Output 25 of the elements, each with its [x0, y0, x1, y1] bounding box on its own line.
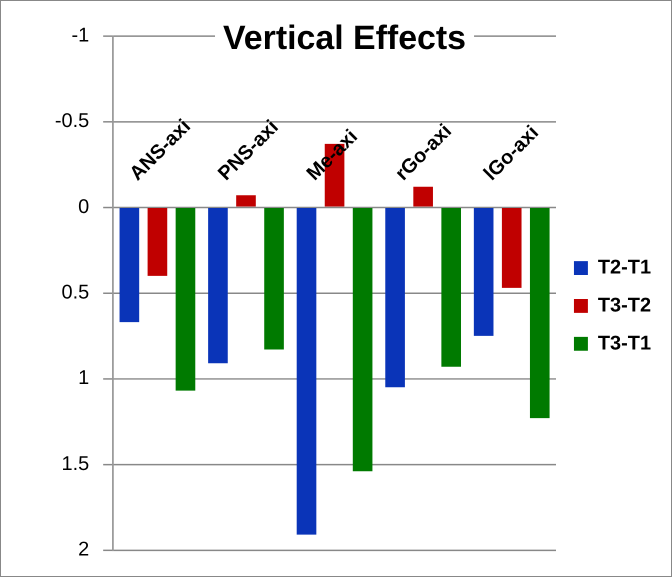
bar: [264, 208, 284, 350]
y-tick-label: 1: [78, 367, 90, 390]
bar: [441, 208, 462, 367]
bar: [148, 208, 168, 276]
bar: [413, 186, 433, 207]
bar: [176, 208, 196, 391]
bar: [236, 195, 256, 207]
legend-label: T2-T1: [598, 256, 652, 279]
y-tick-label: 0.5: [61, 281, 90, 304]
y-tick-label: -0.5: [54, 110, 90, 132]
bar: [385, 208, 405, 388]
chart-title: Vertical Effects: [223, 19, 466, 58]
bar: [208, 208, 228, 364]
bar: [530, 208, 550, 418]
y-tick-label: 2: [78, 538, 90, 561]
bar: [474, 208, 494, 336]
bar: [352, 208, 372, 472]
bar: [120, 208, 140, 322]
bar: [502, 208, 522, 288]
y-tick-label: -1: [71, 24, 90, 46]
y-tick-label: 1.5: [61, 452, 90, 475]
bar: [296, 208, 316, 535]
y-tick-label: 0: [78, 196, 90, 218]
legend-label: T3-T1: [598, 332, 652, 354]
legend-label: T3-T2: [598, 294, 652, 316]
